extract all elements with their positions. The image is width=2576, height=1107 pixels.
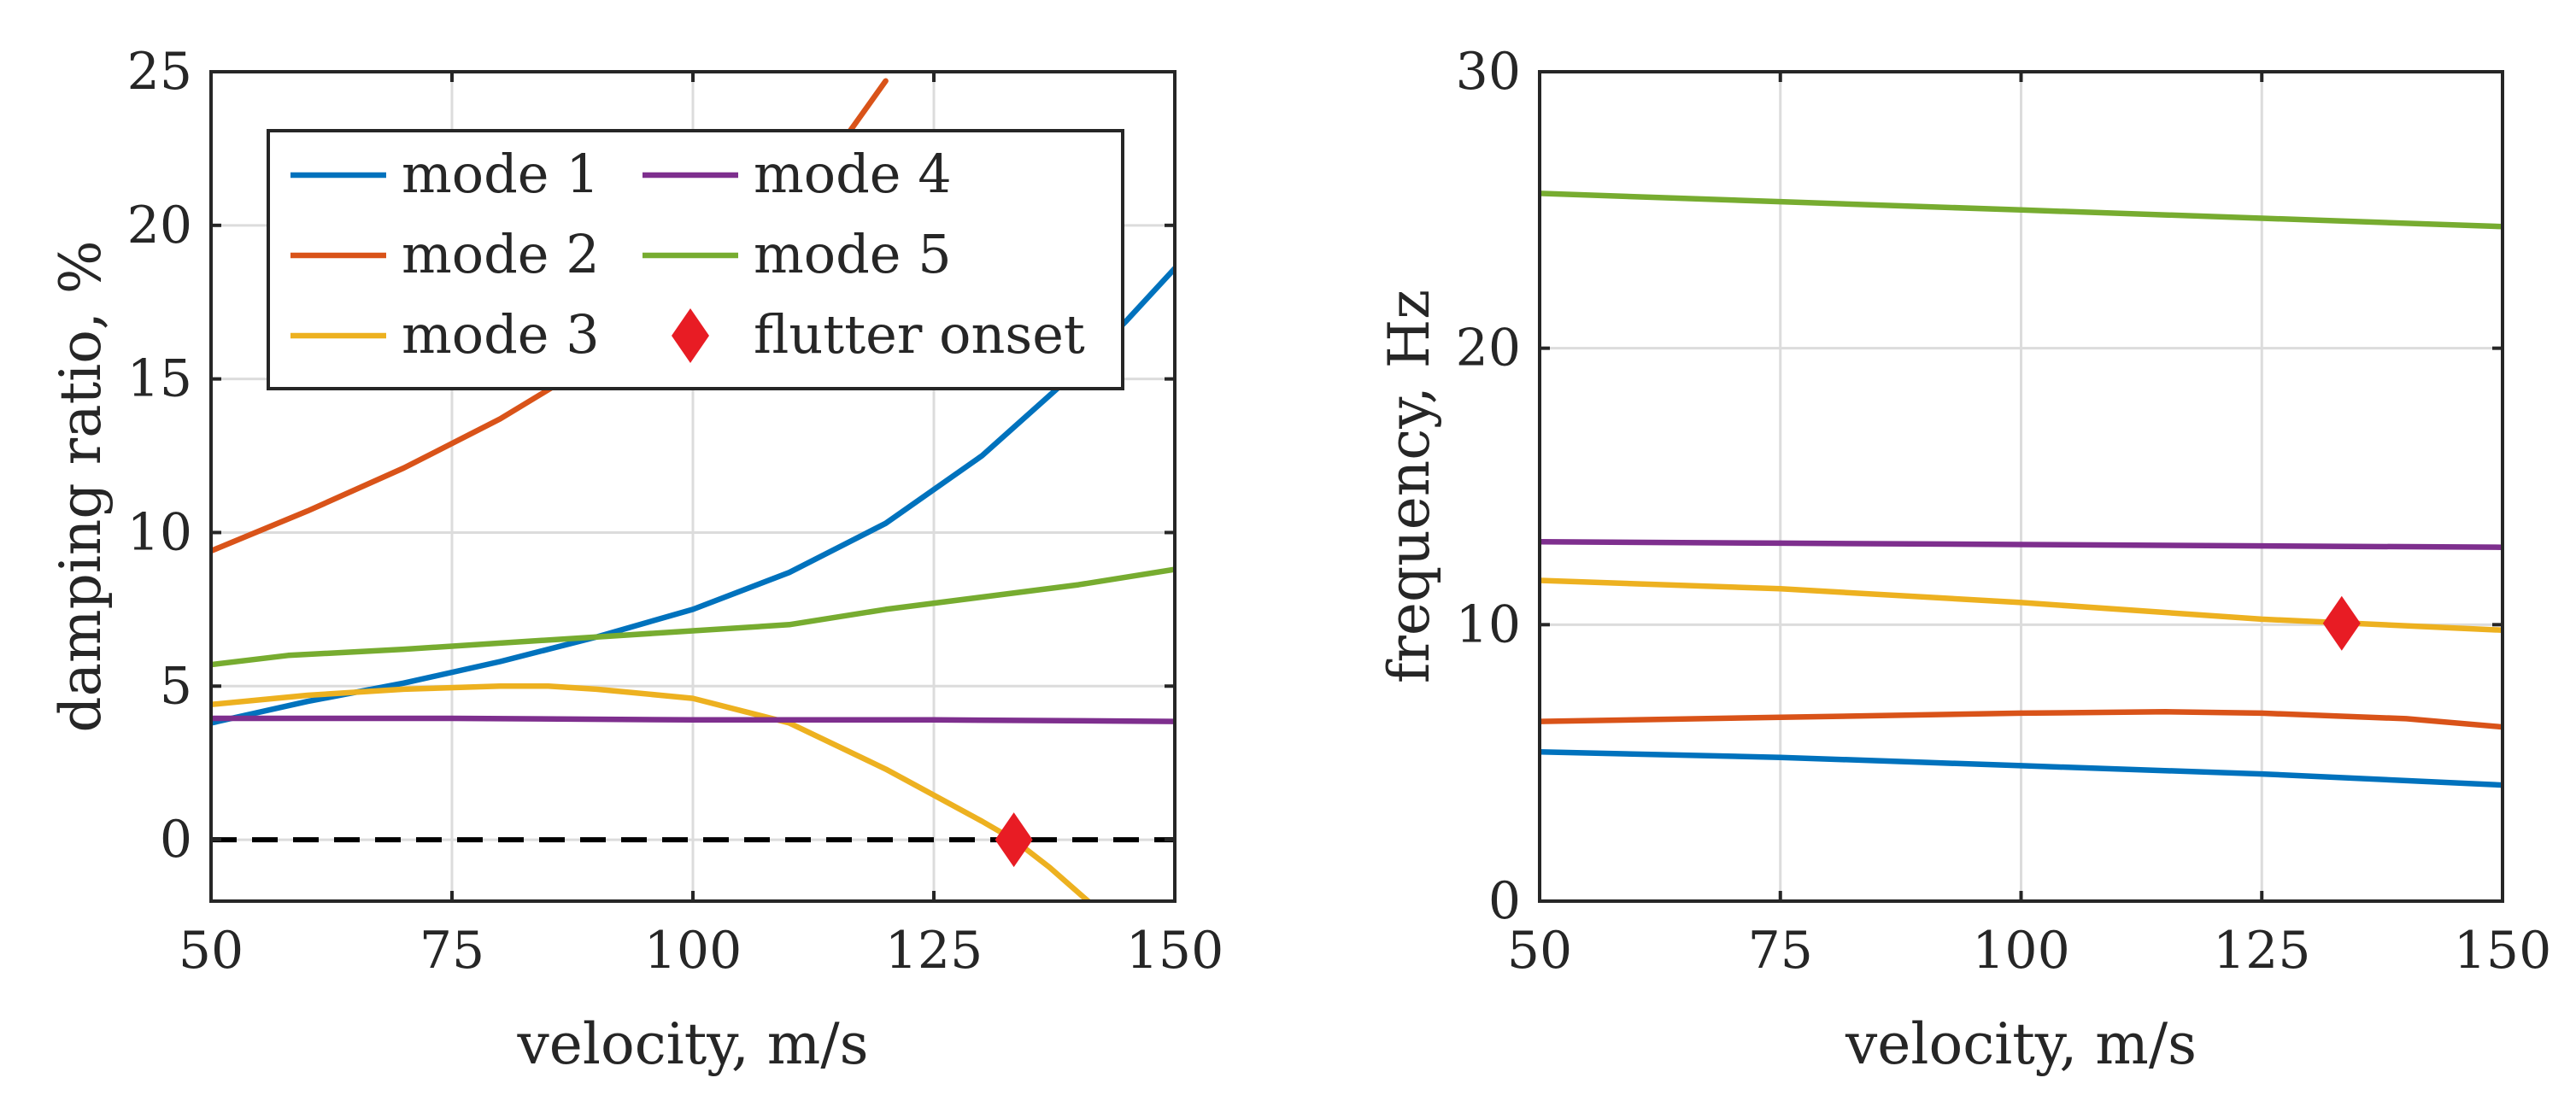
y-tick-label: 30	[1456, 42, 1521, 102]
chart-1: 50 75 100 125 150 0 5 10 15 20 25 velocity, m/s damp…	[48, 42, 1223, 1077]
x-tick-label: 150	[1126, 921, 1224, 981]
legend-label-mode-5: mode 5	[754, 223, 952, 285]
chart-2: 50 75 100 125 150 0 10 20 30 velocity, m/s frequen…	[1376, 42, 2551, 1077]
legend-label-mode-3: mode 3	[402, 303, 600, 366]
x-tick-label: 100	[644, 921, 742, 981]
flutter-onset-marker	[995, 812, 1033, 868]
x-tick-label: 75	[420, 921, 484, 981]
legend-label-mode-4: mode 4	[754, 143, 952, 205]
x-tick-label: 150	[2454, 921, 2552, 981]
legend-swatch-flutter-onset	[672, 308, 709, 363]
y-axis-label: frequency, Hz	[1376, 290, 1442, 683]
series-line-mode-5	[211, 566, 1175, 668]
legend-label-mode-1: mode 1	[402, 143, 600, 205]
y-tick-label: 0	[160, 810, 192, 870]
series-line-mode-1	[1540, 748, 2503, 788]
legend-label-flutter-onset: flutter onset	[754, 303, 1085, 366]
x-tick-label: 125	[885, 921, 983, 981]
y-tick-label: 15	[127, 349, 192, 409]
x-tick-label: 50	[179, 921, 244, 981]
series-line-mode-5	[1540, 190, 2503, 230]
x-tick-label: 75	[1748, 921, 1813, 981]
series-line-mode-4	[1540, 538, 2503, 550]
y-tick-label: 10	[1456, 594, 1521, 654]
y-tick-label: 25	[127, 42, 192, 102]
y-tick-label: 5	[160, 656, 192, 716]
legend: mode 1 mode 2 mode 3 mode 4 mode 5 flutter on…	[267, 129, 1124, 390]
x-axis-label: velocity, m/s	[517, 1011, 869, 1077]
y-tick-label: 0	[1488, 871, 1521, 931]
y-tick-label: 20	[1456, 319, 1521, 378]
x-tick-label: 50	[1507, 921, 1572, 981]
x-axis-label: velocity, m/s	[1845, 1011, 2197, 1077]
x-tick-label: 100	[1972, 921, 2070, 981]
y-tick-label: 10	[127, 502, 192, 562]
series-line-mode-2	[1540, 709, 2503, 730]
x-tick-label: 125	[2213, 921, 2311, 981]
legend-label-mode-2: mode 2	[402, 223, 600, 285]
flutter-onset-marker	[2322, 595, 2361, 651]
series-line-mode-4	[211, 715, 1175, 724]
y-axis-label: damping ratio, %	[48, 240, 114, 732]
y-tick-label: 20	[127, 196, 192, 255]
